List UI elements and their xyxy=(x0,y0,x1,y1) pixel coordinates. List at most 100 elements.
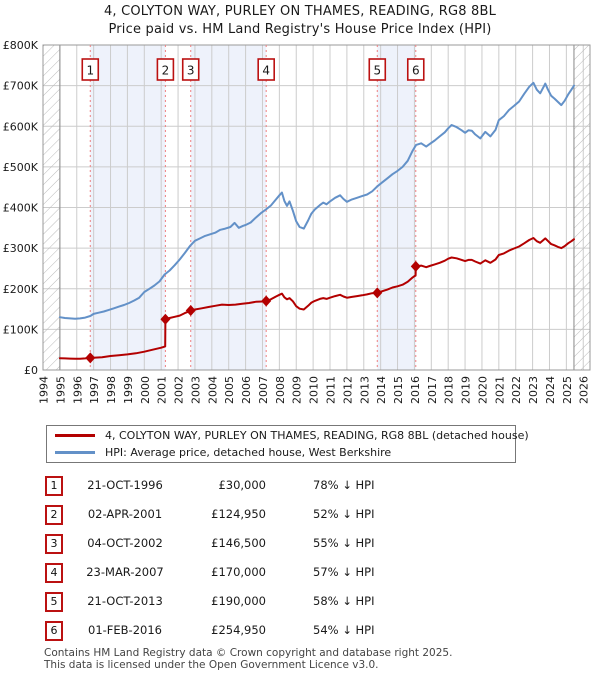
svg-text:3: 3 xyxy=(187,64,195,78)
sale-number-badge: 5 xyxy=(45,592,63,612)
legend-property-label: 4, COLYTON WAY, PURLEY ON THAMES, READIN… xyxy=(105,429,529,442)
plot-border xyxy=(42,44,591,371)
svg-text:£400K: £400K xyxy=(3,202,39,215)
sale-number-badge: 3 xyxy=(45,534,63,554)
sale-price: £146,500 xyxy=(211,536,266,550)
sale-vs-hpi: 58% ↓ HPI xyxy=(313,594,375,608)
svg-text:2008: 2008 xyxy=(274,376,287,404)
svg-text:2011: 2011 xyxy=(325,376,338,404)
svg-text:£0: £0 xyxy=(24,364,38,377)
sale-vs-hpi: 52% ↓ HPI xyxy=(313,507,375,521)
svg-text:2014: 2014 xyxy=(375,376,388,404)
sale-number-badge: 1 xyxy=(45,476,63,496)
footer-line1: Contains HM Land Registry data © Crown c… xyxy=(44,647,453,659)
sale-price: £30,000 xyxy=(218,478,266,492)
property-line-swatch xyxy=(55,434,95,437)
svg-text:2025: 2025 xyxy=(561,376,574,404)
sale-date: 01-FEB-2016 xyxy=(88,623,162,637)
sale-date: 21-OCT-1996 xyxy=(87,478,163,492)
svg-text:2017: 2017 xyxy=(426,376,439,404)
svg-text:£700K: £700K xyxy=(3,80,39,93)
svg-text:2015: 2015 xyxy=(392,376,405,404)
svg-text:£200K: £200K xyxy=(3,283,39,296)
footer-line2: This data is licensed under the Open Gov… xyxy=(44,658,379,671)
hpi-line-swatch xyxy=(55,451,95,454)
svg-text:2012: 2012 xyxy=(341,376,354,404)
sale-price: £254,950 xyxy=(211,623,266,637)
legend-row-hpi: HPI: Average price, detached house, West… xyxy=(47,446,515,460)
svg-text:2018: 2018 xyxy=(443,376,456,404)
svg-text:£100K: £100K xyxy=(3,323,39,336)
svg-text:2024: 2024 xyxy=(544,376,557,404)
hpi-series-line xyxy=(58,81,575,320)
svg-text:2020: 2020 xyxy=(476,376,489,404)
svg-text:2002: 2002 xyxy=(173,376,186,404)
svg-text:1998: 1998 xyxy=(105,376,118,404)
svg-text:2019: 2019 xyxy=(460,376,473,404)
svg-text:2005: 2005 xyxy=(223,376,236,404)
sale-number-badge: 6 xyxy=(45,621,63,641)
svg-text:2023: 2023 xyxy=(527,376,540,404)
svg-text:2010: 2010 xyxy=(308,376,321,404)
x-axis-labels: 1994 1995 1996 1997 1998 1999 2000 2001 2002 2003… xyxy=(38,376,591,404)
svg-text:£500K: £500K xyxy=(3,161,39,174)
svg-text:£300K: £300K xyxy=(3,242,39,255)
svg-text:1995: 1995 xyxy=(54,376,67,404)
y-axis-labels: £0 £100K £200K £300K £400K £500K £600K £700K £80… xyxy=(3,39,39,377)
sale-vs-hpi: 78% ↓ HPI xyxy=(313,478,375,492)
svg-text:2007: 2007 xyxy=(257,376,270,404)
svg-text:1996: 1996 xyxy=(71,376,84,404)
svg-text:2016: 2016 xyxy=(409,376,422,404)
sale-vs-hpi: 57% ↓ HPI xyxy=(313,565,375,579)
legend-row-property: 4, COLYTON WAY, PURLEY ON THAMES, READIN… xyxy=(47,429,529,443)
table-row: 2 02-APR-2001 £124,950 52% ↓ HPI xyxy=(0,505,600,525)
svg-text:2006: 2006 xyxy=(240,376,253,404)
svg-text:1: 1 xyxy=(86,64,94,78)
sale-date: 04-OCT-2002 xyxy=(87,536,163,550)
table-row: 5 21-OCT-2013 £190,000 58% ↓ HPI xyxy=(0,592,600,612)
svg-text:2003: 2003 xyxy=(189,376,202,404)
svg-text:5: 5 xyxy=(373,64,381,78)
svg-text:2: 2 xyxy=(162,64,170,78)
svg-text:2001: 2001 xyxy=(156,376,169,404)
sale-price: £190,000 xyxy=(211,594,266,608)
svg-text:£800K: £800K xyxy=(3,39,39,52)
page-subtitle: Price paid vs. HM Land Registry's House … xyxy=(108,22,492,37)
svg-text:1994: 1994 xyxy=(38,376,51,404)
svg-text:4: 4 xyxy=(262,64,270,78)
svg-text:£600K: £600K xyxy=(3,120,39,133)
legend-hpi-label: HPI: Average price, detached house, West… xyxy=(105,446,392,459)
svg-text:2009: 2009 xyxy=(291,376,304,404)
svg-text:1999: 1999 xyxy=(122,376,135,404)
table-row: 4 23-MAR-2007 £170,000 57% ↓ HPI xyxy=(0,563,600,583)
sale-number-badge: 2 xyxy=(45,505,63,525)
svg-text:2000: 2000 xyxy=(139,376,152,404)
svg-text:6: 6 xyxy=(412,64,420,78)
sale-date: 23-MAR-2007 xyxy=(86,565,164,579)
table-row: 1 21-OCT-1996 £30,000 78% ↓ HPI xyxy=(0,476,600,496)
sales-table: 1 21-OCT-1996 £30,000 78% ↓ HPI 2 02-APR… xyxy=(0,476,600,641)
svg-text:2013: 2013 xyxy=(358,376,371,404)
svg-text:1997: 1997 xyxy=(88,376,101,404)
sale-vs-hpi: 55% ↓ HPI xyxy=(313,536,375,550)
sale-vs-hpi: 54% ↓ HPI xyxy=(313,623,375,637)
sale-point-markers xyxy=(85,260,421,364)
svg-text:2022: 2022 xyxy=(510,376,523,404)
sale-price: £170,000 xyxy=(211,565,266,579)
svg-text:2026: 2026 xyxy=(578,376,591,404)
sale-date: 02-APR-2001 xyxy=(87,507,163,521)
svg-text:2004: 2004 xyxy=(206,376,219,404)
sale-price: £124,950 xyxy=(211,507,266,521)
chart-legend: 4, COLYTON WAY, PURLEY ON THAMES, READIN… xyxy=(46,425,529,463)
page-title: 4, COLYTON WAY, PURLEY ON THAMES, READIN… xyxy=(103,4,497,19)
license-footer: Contains HM Land Registry data © Crown c… xyxy=(44,647,453,671)
property-series-line xyxy=(58,237,575,360)
sale-number-badge: 4 xyxy=(45,563,63,583)
sale-date: 21-OCT-2013 xyxy=(87,594,163,608)
table-row: 6 01-FEB-2016 £254,950 54% ↓ HPI xyxy=(0,621,600,641)
price-history-chart: 1 2 3 4 5 6 £0 £100K £200K £300K £400K £500K £600K £7… xyxy=(3,39,591,404)
sale-number-boxes: 1 2 3 4 5 6 xyxy=(81,58,425,81)
table-row: 3 04-OCT-2002 £146,500 55% ↓ HPI xyxy=(0,534,600,554)
svg-text:2021: 2021 xyxy=(493,376,506,404)
